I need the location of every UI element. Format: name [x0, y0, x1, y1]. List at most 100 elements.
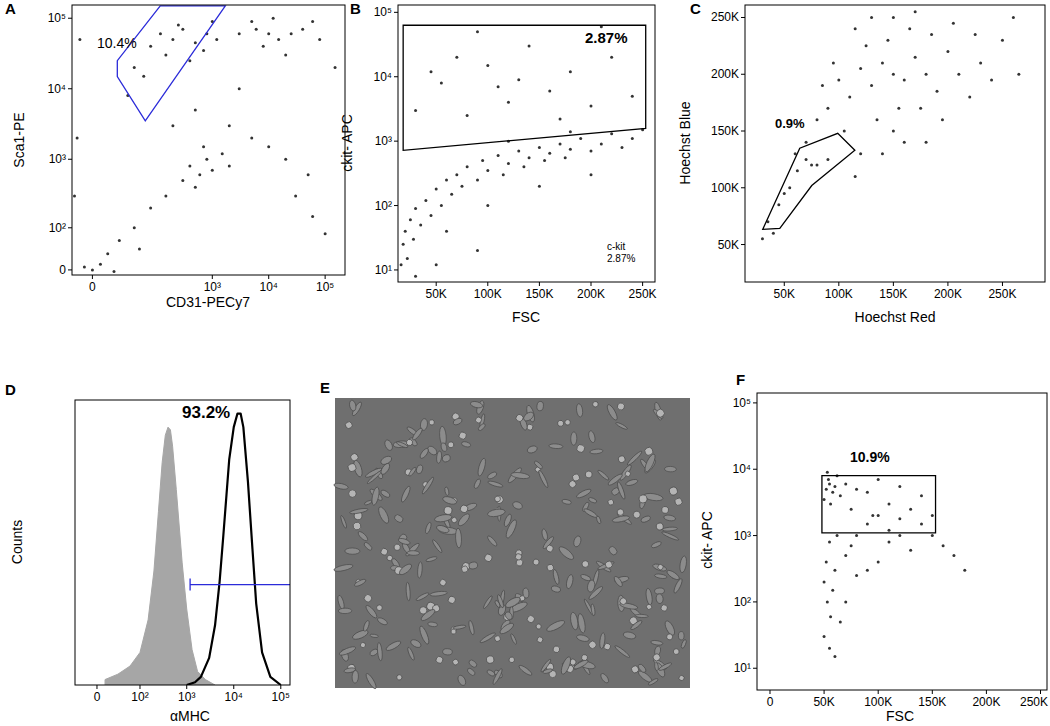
- event: [414, 109, 417, 112]
- cell: [407, 647, 416, 661]
- cell: [447, 595, 457, 605]
- event: [564, 156, 567, 159]
- event: [181, 179, 184, 182]
- cell: [599, 672, 610, 684]
- x-tick: [932, 690, 933, 694]
- y-tick-label: 10⁵: [48, 11, 66, 25]
- cell: [400, 485, 412, 503]
- event: [870, 16, 873, 19]
- cell: [466, 667, 476, 677]
- event: [892, 73, 895, 76]
- cell: [549, 443, 563, 449]
- event: [936, 90, 939, 93]
- cell: [364, 500, 373, 506]
- cell: [551, 585, 562, 593]
- cell: [652, 652, 662, 662]
- event: [877, 560, 880, 563]
- event: [502, 173, 505, 176]
- cell: [612, 515, 630, 524]
- cell: [512, 500, 524, 510]
- cell: [615, 421, 628, 430]
- y-tick-label: 10⁴: [373, 70, 392, 84]
- cell: [588, 430, 597, 443]
- cell: [559, 656, 572, 676]
- event: [827, 478, 830, 481]
- cell: [552, 569, 560, 585]
- y-tick-label: 10²: [375, 199, 392, 213]
- event: [925, 141, 928, 144]
- event: [559, 118, 562, 121]
- event: [113, 270, 116, 273]
- x-tick-label: 150K: [879, 287, 907, 301]
- event: [844, 554, 847, 557]
- cell: [508, 656, 515, 663]
- event: [631, 137, 634, 140]
- event: [177, 24, 180, 27]
- cell: [581, 654, 589, 662]
- cell: [605, 403, 619, 421]
- cell: [470, 400, 483, 409]
- cell: [590, 449, 604, 455]
- plot-area: [761, 10, 1020, 240]
- cell: [614, 644, 631, 658]
- cell: [393, 513, 404, 524]
- cell: [576, 634, 590, 643]
- x-tick-label: 0: [767, 695, 774, 709]
- cell: [565, 574, 574, 589]
- event: [569, 130, 572, 133]
- cell: [370, 634, 379, 638]
- x-axis-label: Hoechst Red: [855, 309, 936, 325]
- cell: [583, 598, 595, 616]
- event: [507, 101, 510, 104]
- cell: [552, 645, 561, 654]
- gate-label: 10.9%: [850, 449, 890, 465]
- event: [600, 143, 603, 146]
- cell: [607, 472, 624, 486]
- x-tick: [838, 282, 839, 286]
- event: [825, 560, 828, 563]
- event: [833, 655, 836, 658]
- x-tick: [139, 685, 140, 689]
- gate-label: 2.87%: [585, 29, 628, 46]
- event: [865, 44, 868, 47]
- event: [440, 81, 443, 84]
- cell: [344, 420, 353, 429]
- event: [823, 580, 826, 583]
- event: [920, 494, 923, 497]
- event: [826, 107, 829, 110]
- cell: [486, 669, 496, 677]
- y-tick: [741, 244, 745, 245]
- y-tick-label: 10¹: [734, 661, 751, 675]
- event: [476, 249, 479, 252]
- cell: [666, 633, 673, 640]
- y-tick: [753, 668, 757, 669]
- plot-frame: [757, 393, 1047, 690]
- y-axis-label: Sca1-PE: [11, 112, 27, 167]
- event: [796, 169, 799, 172]
- event: [844, 600, 847, 603]
- event: [466, 165, 469, 168]
- x-tick-label: 10⁴: [224, 690, 243, 704]
- event: [497, 154, 500, 157]
- y-axis-label: Counts: [9, 520, 25, 564]
- cell: [364, 672, 377, 690]
- cell: [416, 464, 424, 474]
- cell: [366, 470, 382, 485]
- event: [409, 218, 412, 221]
- cell: [504, 519, 518, 540]
- event: [888, 541, 891, 544]
- event: [876, 118, 879, 121]
- panel: F10.9%050K100K150K200K250K10¹10²10³10⁴10…: [699, 371, 1048, 724]
- cell: [486, 655, 495, 664]
- y-tick-label: 200K: [711, 67, 739, 81]
- cell: [494, 494, 505, 505]
- x-tick-label: 100K: [825, 287, 853, 301]
- figure: A10.4%010³10⁴10⁵010²10³10⁴10⁵CD31-PECy7S…: [0, 0, 1050, 726]
- panel: D93.2%010²10³10⁴10⁵αMHCCounts: [5, 381, 290, 724]
- cell: [447, 441, 455, 449]
- event: [228, 165, 231, 168]
- event: [979, 61, 982, 64]
- cell: [418, 625, 431, 645]
- x-tick-label: 100K: [864, 695, 892, 709]
- event: [909, 508, 912, 511]
